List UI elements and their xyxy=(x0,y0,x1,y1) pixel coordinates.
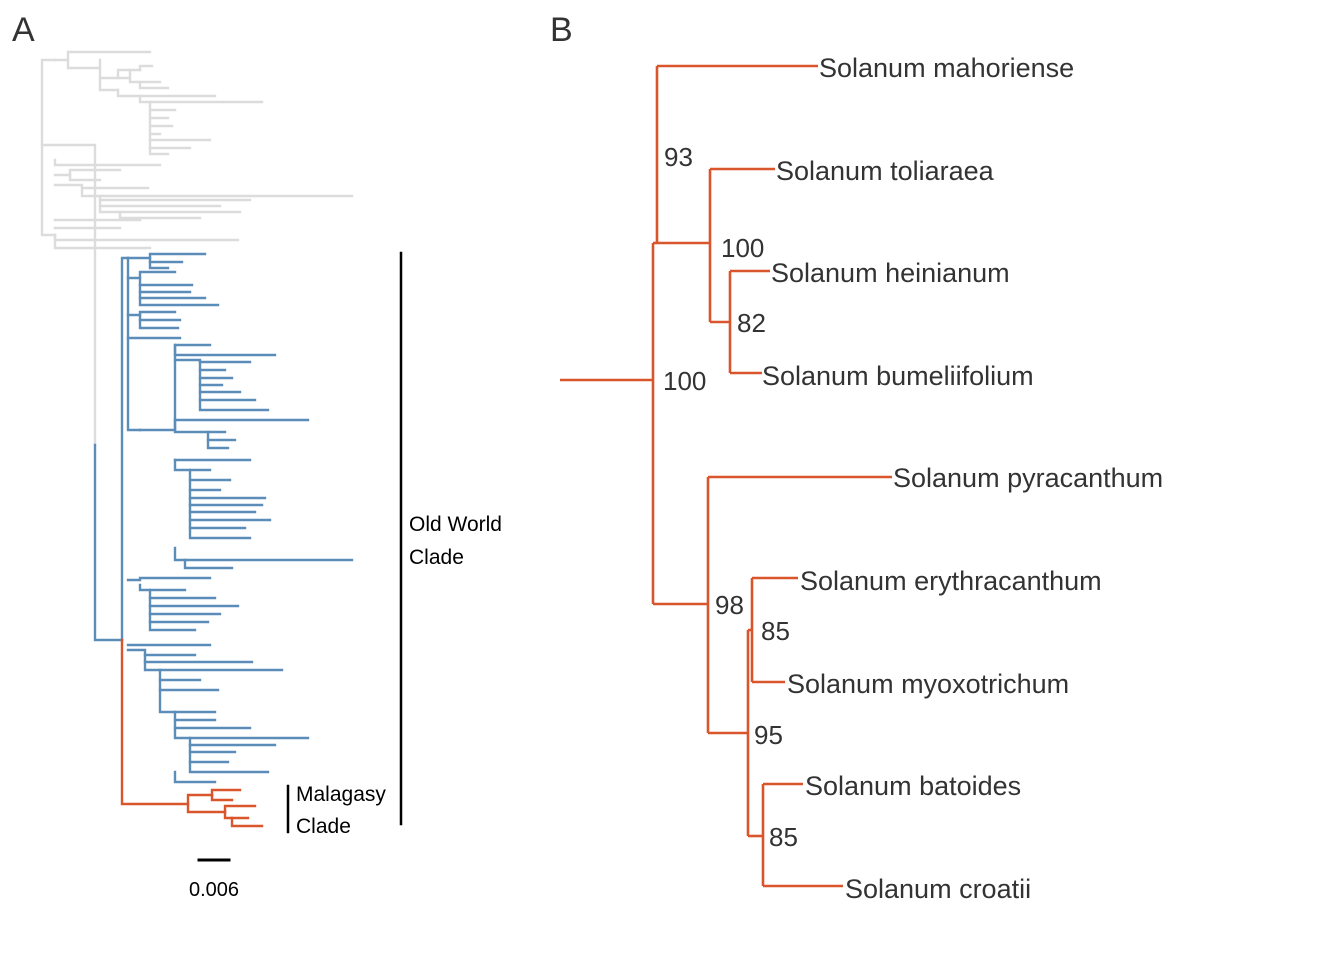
old-world-branches xyxy=(93,252,354,784)
support-value: 85 xyxy=(761,616,790,646)
panel-a-letter: A xyxy=(12,11,35,49)
taxon-label: Solanum mahoriense xyxy=(819,53,1074,83)
taxon-label: Solanum bumeliifolium xyxy=(762,361,1034,391)
taxon-label: Solanum croatii xyxy=(845,874,1031,904)
support-value: 93 xyxy=(664,142,693,172)
support-value: 95 xyxy=(754,720,783,750)
taxon-label: Solanum pyracanthum xyxy=(893,463,1163,493)
scale-bar-label: 0.006 xyxy=(189,879,239,901)
taxon-label: Solanum batoides xyxy=(805,771,1021,801)
taxon-label: Solanum myoxotrichum xyxy=(787,669,1069,699)
taxon-label: Solanum heinianum xyxy=(771,258,1010,288)
malagasy-clade-label-line1: Malagasy xyxy=(296,783,386,806)
outgroup-branches xyxy=(40,50,354,447)
support-value: 100 xyxy=(721,233,764,263)
old-world-clade-label-line2: Clade xyxy=(409,546,464,569)
panel-b-letter: B xyxy=(550,11,573,49)
old-world-clade-label-line1: Old World xyxy=(409,513,502,536)
taxon-label: Solanum toliaraea xyxy=(776,156,995,186)
panel-b-tree xyxy=(560,64,892,888)
malagasy-branches xyxy=(120,638,264,828)
support-value: 100 xyxy=(663,366,706,396)
taxon-label: Solanum erythracanthum xyxy=(800,566,1102,596)
support-value: 85 xyxy=(769,822,798,852)
support-value: 98 xyxy=(715,590,744,620)
malagasy-clade-label-line2: Clade xyxy=(296,815,351,838)
support-value: 82 xyxy=(737,308,766,338)
panel-a-tree xyxy=(40,50,403,862)
